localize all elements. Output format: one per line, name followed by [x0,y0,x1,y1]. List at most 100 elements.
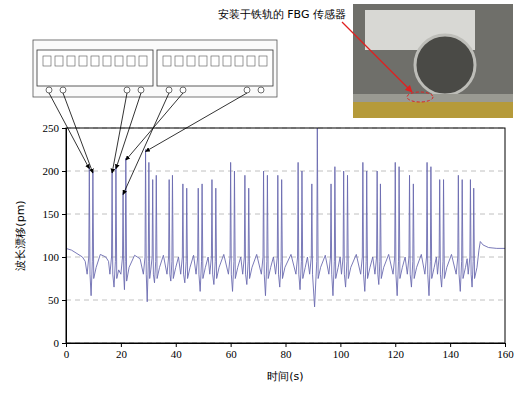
photo [353,4,513,118]
y-tick: 100 [43,251,67,263]
train-window [223,56,231,66]
x-tick-mark [121,343,122,347]
grid [66,128,505,343]
train-window [211,56,219,66]
train-window [199,56,207,66]
train-car [37,50,153,86]
train-window [115,56,123,66]
train-wheel [46,87,52,93]
train-wheel [258,87,264,93]
train-window [175,56,183,66]
train-window [55,56,63,66]
x-tick-label: 160 [497,348,514,360]
plot-area [66,128,505,307]
pointer-arrow [49,93,89,169]
y-axis: 0 50 100 150 200 250 [43,122,67,349]
x-tick: 100 [333,343,350,360]
y-tick: 0 [54,337,67,349]
train-wheel [124,87,130,93]
train-window [259,56,267,66]
x-tick-mark [176,343,177,347]
x-tick: 20 [116,343,128,360]
y-axis-line [62,129,67,344]
x-tick-mark [505,343,506,347]
sensor-marker [407,92,433,102]
x-tick: 140 [442,343,459,360]
y-tick-mark [62,171,66,172]
y-tick: 50 [48,294,66,306]
grid-line [66,171,505,172]
x-tick-label: 140 [442,348,459,360]
photo-tie [353,102,513,118]
x-tick: 60 [226,343,238,360]
y-tick-label: 150 [43,208,60,220]
train-window [187,56,195,66]
x-tick-mark [395,343,396,347]
train-window [91,56,99,66]
train-window [79,56,87,66]
y-tick-mark [62,128,66,129]
x-axis: 0 20 40 60 80 100 120 140 160 [64,343,515,360]
x-tick-label: 0 [64,348,70,360]
y-tick-mark [62,214,66,215]
annotation: 安装于铁轨的 FBG 传感器 [218,8,346,21]
x-tick: 160 [497,343,514,360]
train-wheel [180,87,186,93]
train-window [103,56,111,66]
y-tick: 250 [43,122,67,134]
x-tick: 0 [64,343,70,360]
pointer-arrow [126,93,183,160]
train-window [163,56,171,66]
y-tick-label: 200 [43,165,60,177]
train-wheel [244,87,250,93]
train-window [67,56,75,66]
x-tick-label: 100 [333,348,350,360]
y-tick-label: 100 [43,251,60,263]
illustration-frame [33,40,277,97]
x-tick-label: 120 [388,348,405,360]
photo-illustration [353,4,513,118]
train-window [247,56,255,66]
x-tick-label: 80 [281,348,293,360]
train-illustration [33,40,277,97]
y-axis-title: 波长漂移(pm) [14,200,27,270]
x-tick: 120 [388,343,405,360]
x-tick: 40 [171,343,183,360]
pointer-arrow [146,93,247,152]
sensor-arrow [342,22,412,92]
y-tick-label: 250 [43,122,60,134]
y-tick: 200 [43,165,67,177]
y-tick: 150 [43,208,67,220]
pointer-arrow [112,93,127,173]
data-line [66,128,505,307]
pointer-arrow [63,93,93,173]
x-tick-mark [231,343,232,347]
y-tick-label: 0 [54,337,60,349]
pointer-arrow [123,93,169,195]
train-window [127,56,135,66]
x-tick-label: 20 [116,348,128,360]
y-tick-mark [62,300,66,301]
x-tick-mark [340,343,341,347]
photo-wheel [415,35,475,95]
y-tick-mark [62,343,66,344]
train-wheel [166,87,172,93]
train-wheel [60,87,66,93]
y-tick-mark [62,257,66,258]
y-tick-label: 50 [48,294,60,306]
x-axis-title: 时间(s) [267,370,303,383]
x-tick: 80 [281,343,293,360]
train-window [139,56,147,66]
x-tick-label: 40 [171,348,183,360]
train-car [157,50,273,86]
grid-line [66,300,505,301]
x-tick-mark [286,343,287,347]
x-tick-label: 60 [226,348,238,360]
chart: 0 20 40 60 80 100 120 140 160 0 50 100 150 200 250 时间(s… [0,0,521,395]
train-window [43,56,51,66]
pointer-arrows [49,93,247,195]
train-wheel [138,87,144,93]
plot-frame [66,128,505,343]
x-axis-line [67,344,506,348]
x-tick-mark [450,343,451,347]
